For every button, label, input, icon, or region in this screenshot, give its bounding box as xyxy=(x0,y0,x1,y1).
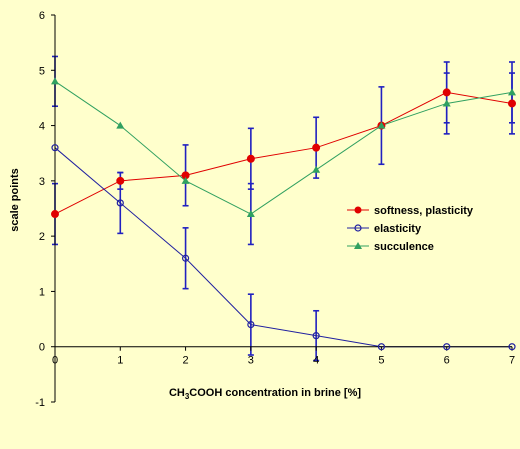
elasticity-point xyxy=(247,321,255,329)
x-axis-title-part2: COOH concentration in brine [%] xyxy=(189,387,361,399)
softness-plasticity-point xyxy=(508,99,516,108)
y-tick-label: 3 xyxy=(39,176,45,188)
elasticity-point xyxy=(51,144,59,152)
y-tick-label: 0 xyxy=(39,342,45,354)
x-tick-label: 1 xyxy=(117,355,123,367)
markers-layer xyxy=(51,77,516,351)
legend: softness, plasticity elasticity succulence xyxy=(347,205,474,253)
elasticity-point xyxy=(508,343,516,351)
legend-elasticity-marker xyxy=(354,224,362,232)
y-axis-title: scale points xyxy=(9,168,21,232)
x-axis-title-subscript: 3 xyxy=(185,392,190,401)
softness-plasticity-point xyxy=(442,88,451,97)
y-tick-label: 2 xyxy=(39,231,45,243)
x-tick-label: 7 xyxy=(509,355,515,367)
y-tick-label: -1 xyxy=(35,397,45,409)
legend-softness-plasticity-marker xyxy=(354,206,362,214)
legend-succulence-marker xyxy=(354,242,362,249)
softness-plasticity-point xyxy=(246,154,255,163)
x-tick-label: 2 xyxy=(183,355,189,367)
x-tick-label: 6 xyxy=(444,355,450,367)
succulence-point xyxy=(442,99,451,107)
elasticity-point xyxy=(312,332,320,340)
legend-succulence-label: succulence xyxy=(374,241,434,253)
x-tick-label: 3 xyxy=(248,355,254,367)
softness-plasticity-point xyxy=(51,210,59,219)
softness-plasticity-line xyxy=(54,91,513,215)
x-tick-label: 4 xyxy=(313,355,319,367)
succulence-point xyxy=(116,121,125,129)
succulence-line xyxy=(54,80,513,215)
axes-layer: -1 0 1 2 3 4 5 6 0 1 2 3 4 5 6 7 xyxy=(35,10,515,409)
elasticity-point xyxy=(116,199,124,207)
succulence-point xyxy=(181,176,190,184)
softness-plasticity-point xyxy=(312,143,321,152)
x-tick-label: 0 xyxy=(52,355,58,367)
softness-plasticity-point xyxy=(116,176,125,185)
elasticity-point xyxy=(377,343,386,351)
elasticity-line xyxy=(54,147,512,348)
succulence-point xyxy=(508,88,516,96)
legend-elasticity-label: elasticity xyxy=(374,223,422,235)
x-axis-title-part1: CH xyxy=(169,387,185,399)
y-tick-label: 1 xyxy=(39,286,45,298)
elasticity-point xyxy=(443,343,451,351)
elasticity-point xyxy=(181,254,190,262)
x-tick-label: 5 xyxy=(378,355,384,367)
succulence-point xyxy=(246,210,255,218)
succulence-point xyxy=(51,77,59,85)
y-tick-label: 4 xyxy=(39,121,45,133)
y-tick-label: 5 xyxy=(39,65,45,77)
legend-softness-plasticity-label: softness, plasticity xyxy=(374,205,474,217)
succulence-point xyxy=(312,165,321,173)
x-axis-title: CH3COOH concentration in brine [%] xyxy=(169,387,361,401)
succulence-point xyxy=(377,121,386,129)
y-tick-label: 6 xyxy=(39,10,45,22)
